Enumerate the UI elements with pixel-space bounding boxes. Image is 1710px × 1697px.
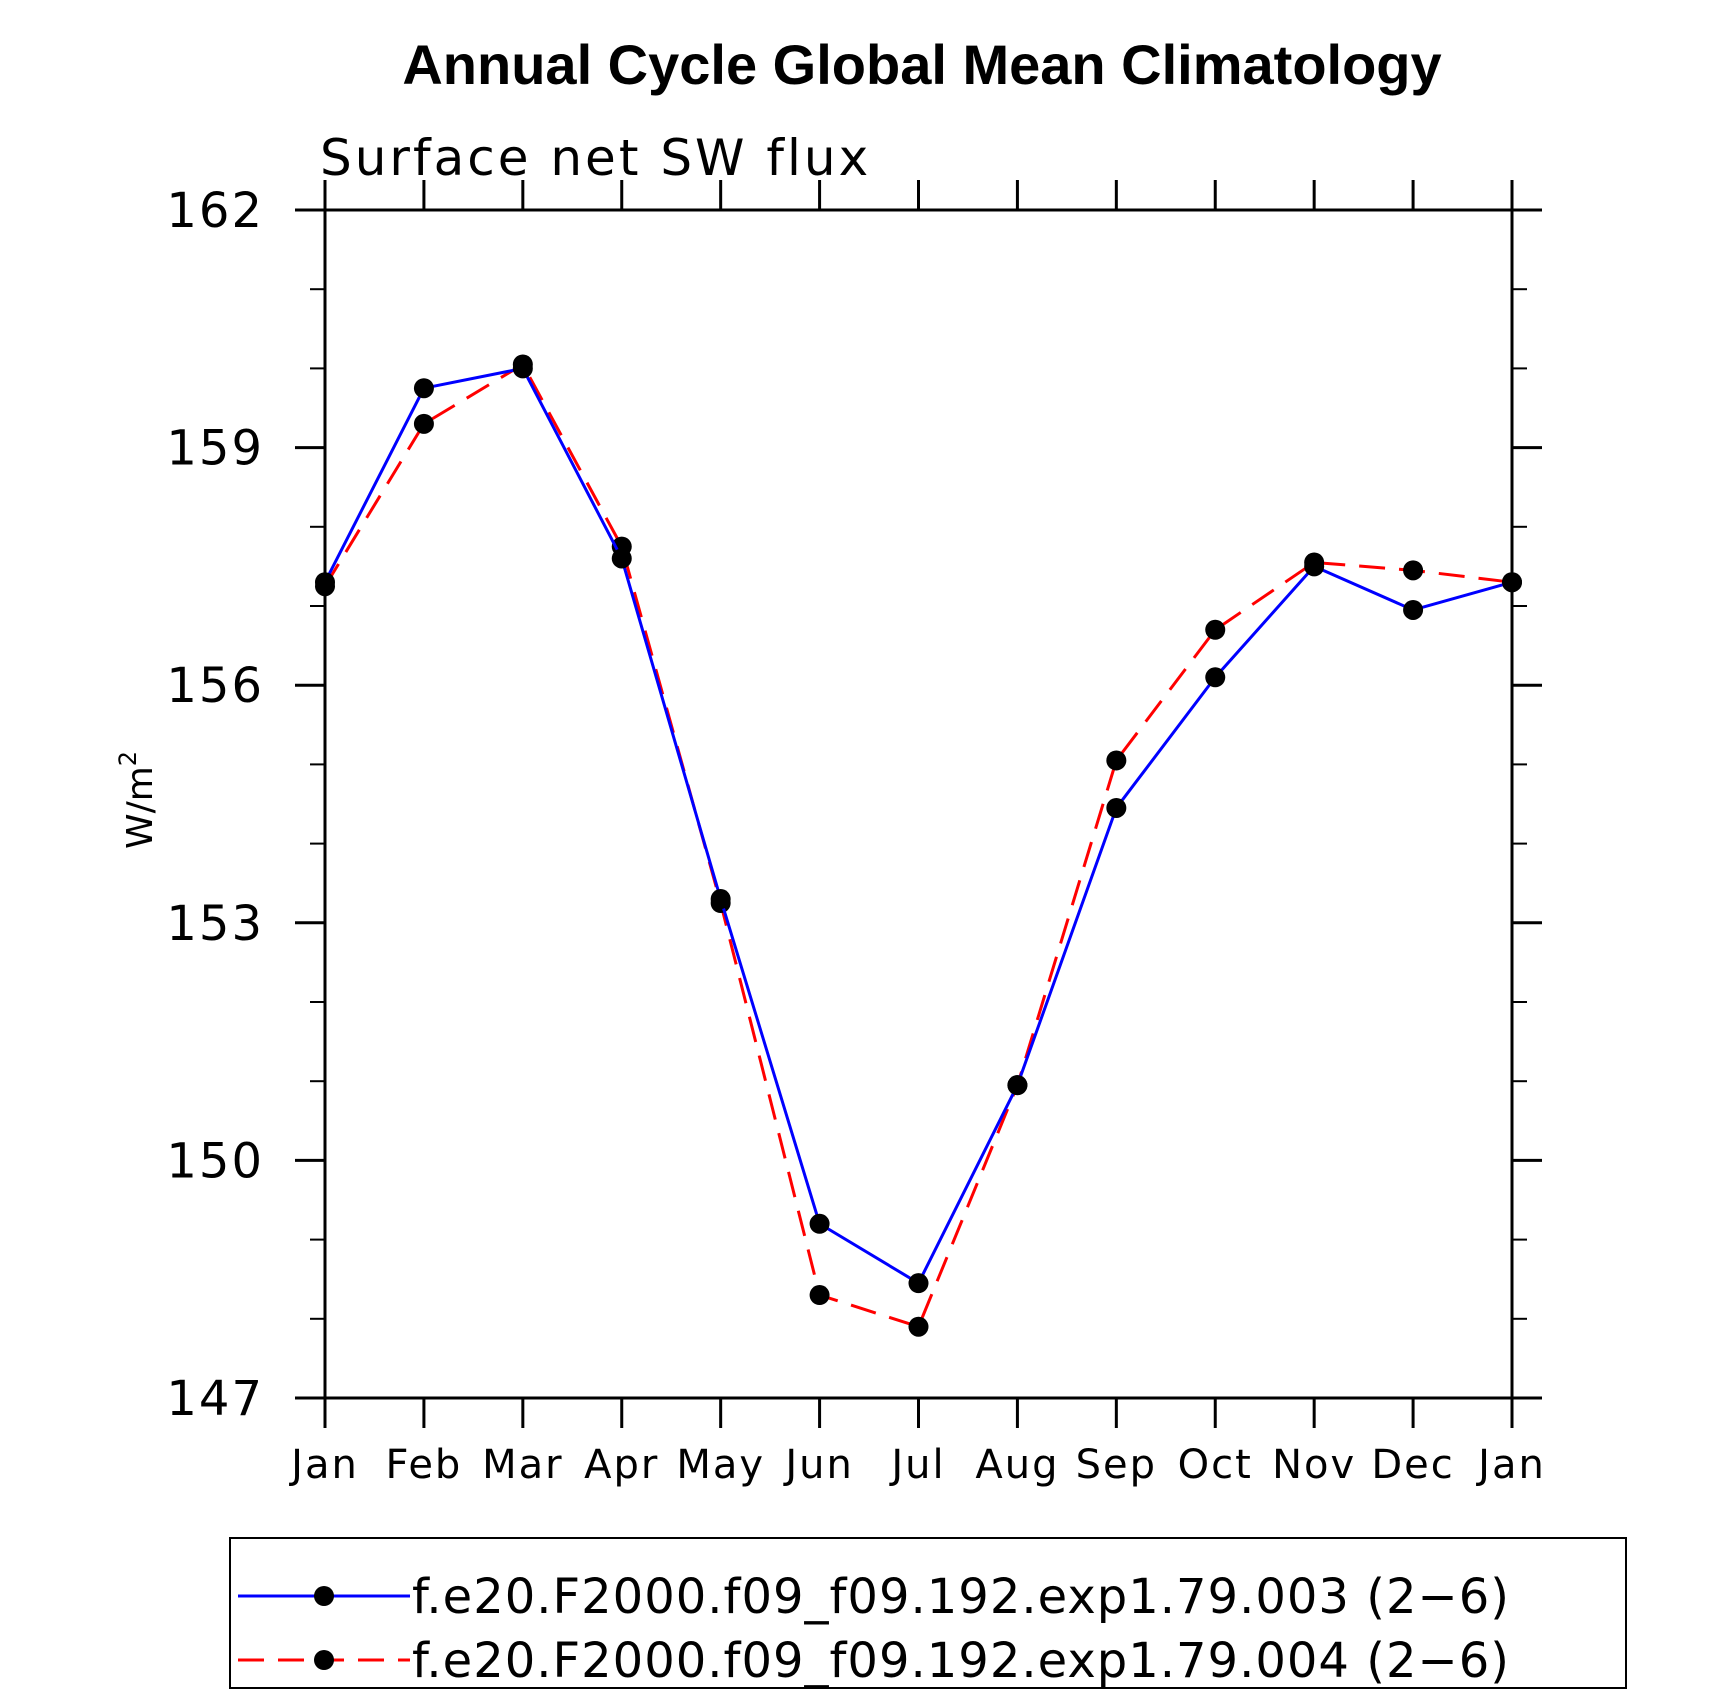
legend-label-1: f.e20.F2000.f09_f09.192.exp1.79.003 (2−6…	[412, 1569, 1510, 1625]
y-tick-label: 150	[166, 1133, 264, 1189]
data-point	[1106, 750, 1127, 771]
legend-label-2: f.e20.F2000.f09_f09.192.exp1.79.004 (2−6…	[412, 1633, 1510, 1689]
y-tick-label: 153	[166, 896, 264, 952]
data-point	[1502, 572, 1522, 593]
x-tick-label: Mar	[482, 1442, 563, 1488]
chart-subtitle: Surface net SW flux	[320, 129, 871, 187]
x-tick-label: Jul	[888, 1442, 945, 1488]
y-axis-label-unit: W/m	[120, 766, 161, 849]
x-tick-label: Jun	[782, 1442, 854, 1488]
x-tick-label: Aug	[975, 1442, 1059, 1488]
legend: f.e20.F2000.f09_f09.192.exp1.79.003 (2−6…	[229, 1537, 1627, 1689]
data-point	[908, 1273, 929, 1294]
data-point	[512, 358, 533, 379]
data-point	[1403, 599, 1424, 620]
series-line	[323, 366, 1513, 1285]
series-1	[315, 358, 1522, 1294]
series-layer	[315, 354, 1522, 1337]
x-tick-label: Nov	[1272, 1442, 1356, 1488]
data-point	[611, 548, 632, 569]
data-point	[1205, 619, 1226, 640]
legend-box	[229, 1537, 1627, 1689]
plot-border	[323, 208, 1514, 1400]
data-point	[1106, 797, 1127, 818]
legend-marker-1	[314, 1586, 334, 1606]
data-point	[413, 378, 434, 399]
x-tick-label: Sep	[1076, 1442, 1157, 1488]
x-tick-label: Jan	[288, 1442, 359, 1488]
data-point	[413, 413, 434, 434]
x-tick-label: Apr	[584, 1442, 659, 1488]
data-point	[710, 889, 731, 910]
y-tick-label: 156	[166, 658, 264, 714]
data-point	[809, 1285, 830, 1306]
legend-marker-2	[314, 1650, 334, 1670]
x-tick-label: Feb	[386, 1442, 463, 1488]
y-axis-label-exponent: 2	[114, 751, 142, 766]
svg-text:W/m2: W/m2	[114, 751, 161, 849]
plot-area	[323, 208, 1514, 1400]
x-tick-label: May	[676, 1442, 765, 1488]
data-point	[908, 1316, 929, 1337]
x-tick-label: Dec	[1371, 1442, 1454, 1488]
axis-ticks: 147 150 153 156 159 162 Jan Feb Mar Apr May Jun Jul A…	[166, 180, 1546, 1488]
data-point	[1304, 556, 1325, 577]
series-line	[323, 362, 1513, 1329]
series-2	[315, 354, 1522, 1337]
chart-title: Annual Cycle Global Mean Climatology	[402, 33, 1441, 96]
x-tick-label: Jan	[1475, 1442, 1546, 1488]
y-tick-label: 162	[166, 183, 264, 239]
y-axis-label: W/m2	[114, 751, 161, 849]
data-point	[315, 572, 335, 593]
data-point	[809, 1213, 830, 1234]
y-tick-label: 159	[166, 421, 264, 477]
data-point	[1205, 667, 1226, 688]
data-point	[1403, 560, 1424, 581]
x-tick-label: Oct	[1178, 1442, 1253, 1488]
y-tick-label: 147	[166, 1371, 264, 1427]
data-point	[1007, 1075, 1028, 1096]
